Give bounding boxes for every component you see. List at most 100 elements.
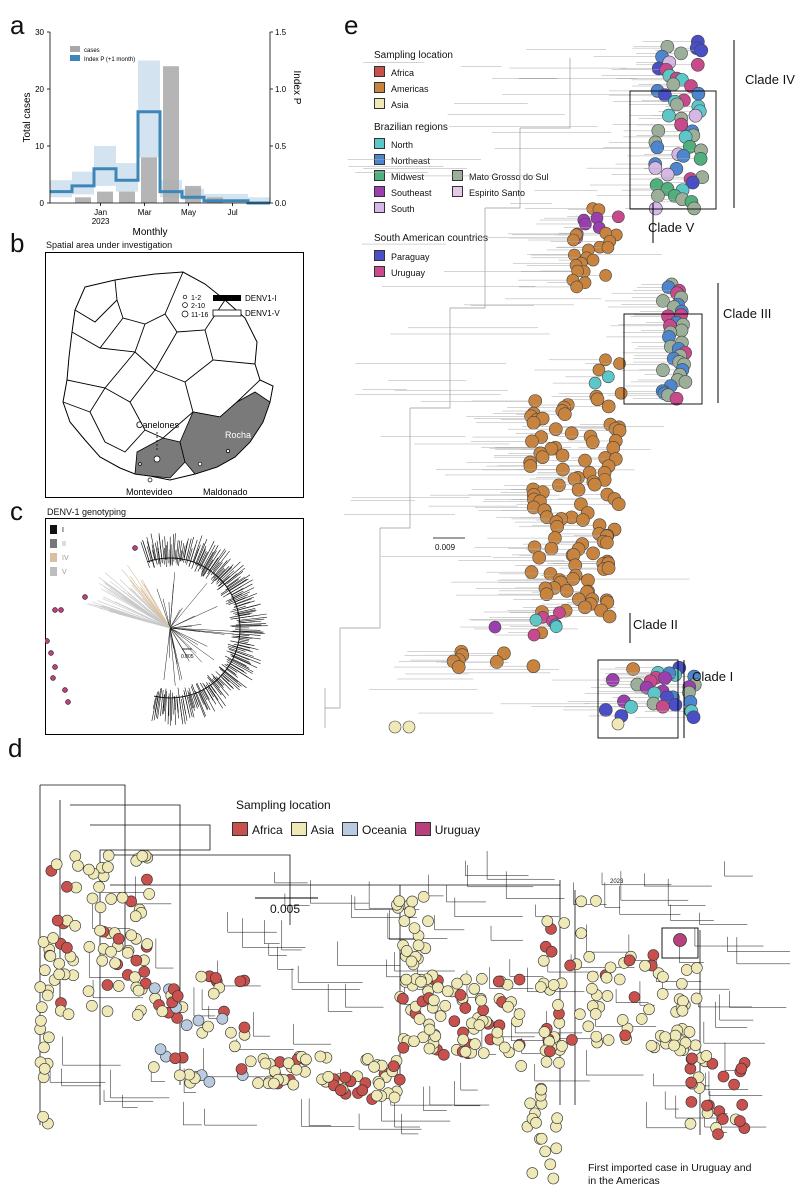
genotype-label-3: V bbox=[62, 569, 67, 576]
tip bbox=[700, 1050, 713, 1062]
tip bbox=[356, 1084, 369, 1097]
tip bbox=[129, 910, 142, 923]
tip bbox=[532, 550, 547, 565]
tip bbox=[82, 985, 95, 997]
tip bbox=[666, 77, 681, 92]
tip bbox=[373, 1078, 386, 1090]
tip bbox=[567, 233, 580, 247]
panel-e-tree bbox=[324, 34, 735, 739]
tip bbox=[592, 363, 606, 377]
tip bbox=[659, 1031, 671, 1043]
tip bbox=[47, 932, 59, 944]
tip bbox=[575, 895, 588, 908]
region-3: Southeast bbox=[374, 186, 432, 198]
tip bbox=[728, 1078, 740, 1091]
clade-iii-label: Clade III bbox=[723, 306, 772, 321]
genotype-swatch-2 bbox=[50, 553, 57, 562]
tip bbox=[650, 140, 665, 155]
tip bbox=[553, 606, 566, 619]
tip bbox=[53, 968, 66, 981]
country-paraguay: Paraguay bbox=[374, 250, 430, 262]
tip bbox=[457, 1033, 469, 1046]
tip bbox=[398, 915, 411, 927]
tip bbox=[676, 1004, 689, 1017]
tip bbox=[252, 1077, 264, 1089]
tip bbox=[535, 450, 550, 464]
tip bbox=[578, 600, 592, 615]
tip bbox=[586, 970, 599, 983]
tip bbox=[393, 1073, 406, 1086]
tip bbox=[547, 1172, 560, 1185]
tip bbox=[180, 1019, 193, 1031]
xtick-label-0: Jan bbox=[94, 208, 107, 217]
tip bbox=[675, 977, 688, 990]
tip bbox=[131, 1009, 144, 1021]
tip bbox=[586, 983, 598, 995]
tip bbox=[599, 353, 612, 367]
tip bbox=[400, 945, 413, 957]
tip bbox=[556, 462, 570, 477]
y2tick-label-3: 1.5 bbox=[275, 28, 287, 37]
tip bbox=[477, 1004, 489, 1016]
tip bbox=[602, 370, 615, 384]
tip bbox=[623, 954, 636, 967]
uruguay-tip-2 bbox=[58, 607, 64, 613]
tip bbox=[459, 1045, 472, 1058]
tip bbox=[600, 535, 614, 550]
tip bbox=[148, 1061, 160, 1073]
tip bbox=[538, 1026, 551, 1038]
tip bbox=[602, 609, 617, 624]
tip bbox=[361, 1053, 374, 1065]
case-points bbox=[138, 449, 230, 483]
tip bbox=[400, 973, 412, 986]
tip bbox=[575, 927, 588, 939]
tip bbox=[148, 982, 161, 995]
tip bbox=[558, 917, 570, 929]
tip bbox=[657, 971, 669, 983]
xtick-label-1: Mar bbox=[138, 208, 152, 217]
sampling-asia: Asia bbox=[374, 98, 409, 110]
tip bbox=[690, 58, 705, 72]
panel-letter-b: b bbox=[10, 228, 25, 258]
tip bbox=[639, 960, 651, 972]
tip bbox=[50, 858, 63, 871]
tip bbox=[125, 929, 138, 941]
tip bbox=[524, 1097, 537, 1110]
tip bbox=[216, 1013, 229, 1025]
tip bbox=[83, 941, 96, 953]
tip bbox=[648, 161, 663, 175]
index-p-line bbox=[50, 110, 270, 205]
tip bbox=[132, 984, 145, 997]
y2-axis-label: Index P bbox=[291, 71, 302, 105]
tip bbox=[656, 988, 669, 1000]
case-bar-5 bbox=[163, 66, 179, 203]
tip bbox=[535, 1132, 548, 1145]
tip bbox=[527, 628, 541, 642]
panel-letter-e: e bbox=[344, 10, 359, 40]
tip bbox=[105, 893, 117, 905]
tip bbox=[86, 892, 99, 905]
tip bbox=[544, 1045, 556, 1058]
tip bbox=[530, 1116, 542, 1129]
tip bbox=[287, 1078, 300, 1091]
tip bbox=[469, 1038, 481, 1050]
tip bbox=[687, 201, 701, 216]
tip bbox=[477, 1047, 490, 1059]
uruguay-case-box bbox=[661, 927, 699, 959]
tip bbox=[38, 1062, 51, 1075]
tip bbox=[585, 435, 600, 450]
legend-africa: Africa bbox=[232, 822, 283, 837]
tip bbox=[564, 426, 579, 441]
tip bbox=[689, 1039, 702, 1052]
tip bbox=[601, 561, 616, 575]
tip bbox=[549, 620, 563, 633]
department-borders bbox=[62, 271, 261, 453]
tip bbox=[693, 151, 708, 166]
tip bbox=[694, 43, 709, 58]
tip bbox=[69, 919, 81, 932]
genotype-swatch-3 bbox=[50, 567, 57, 576]
index-band-8 bbox=[226, 193, 248, 202]
tip bbox=[601, 241, 615, 254]
tip bbox=[513, 973, 526, 986]
asia-tip bbox=[611, 717, 625, 731]
